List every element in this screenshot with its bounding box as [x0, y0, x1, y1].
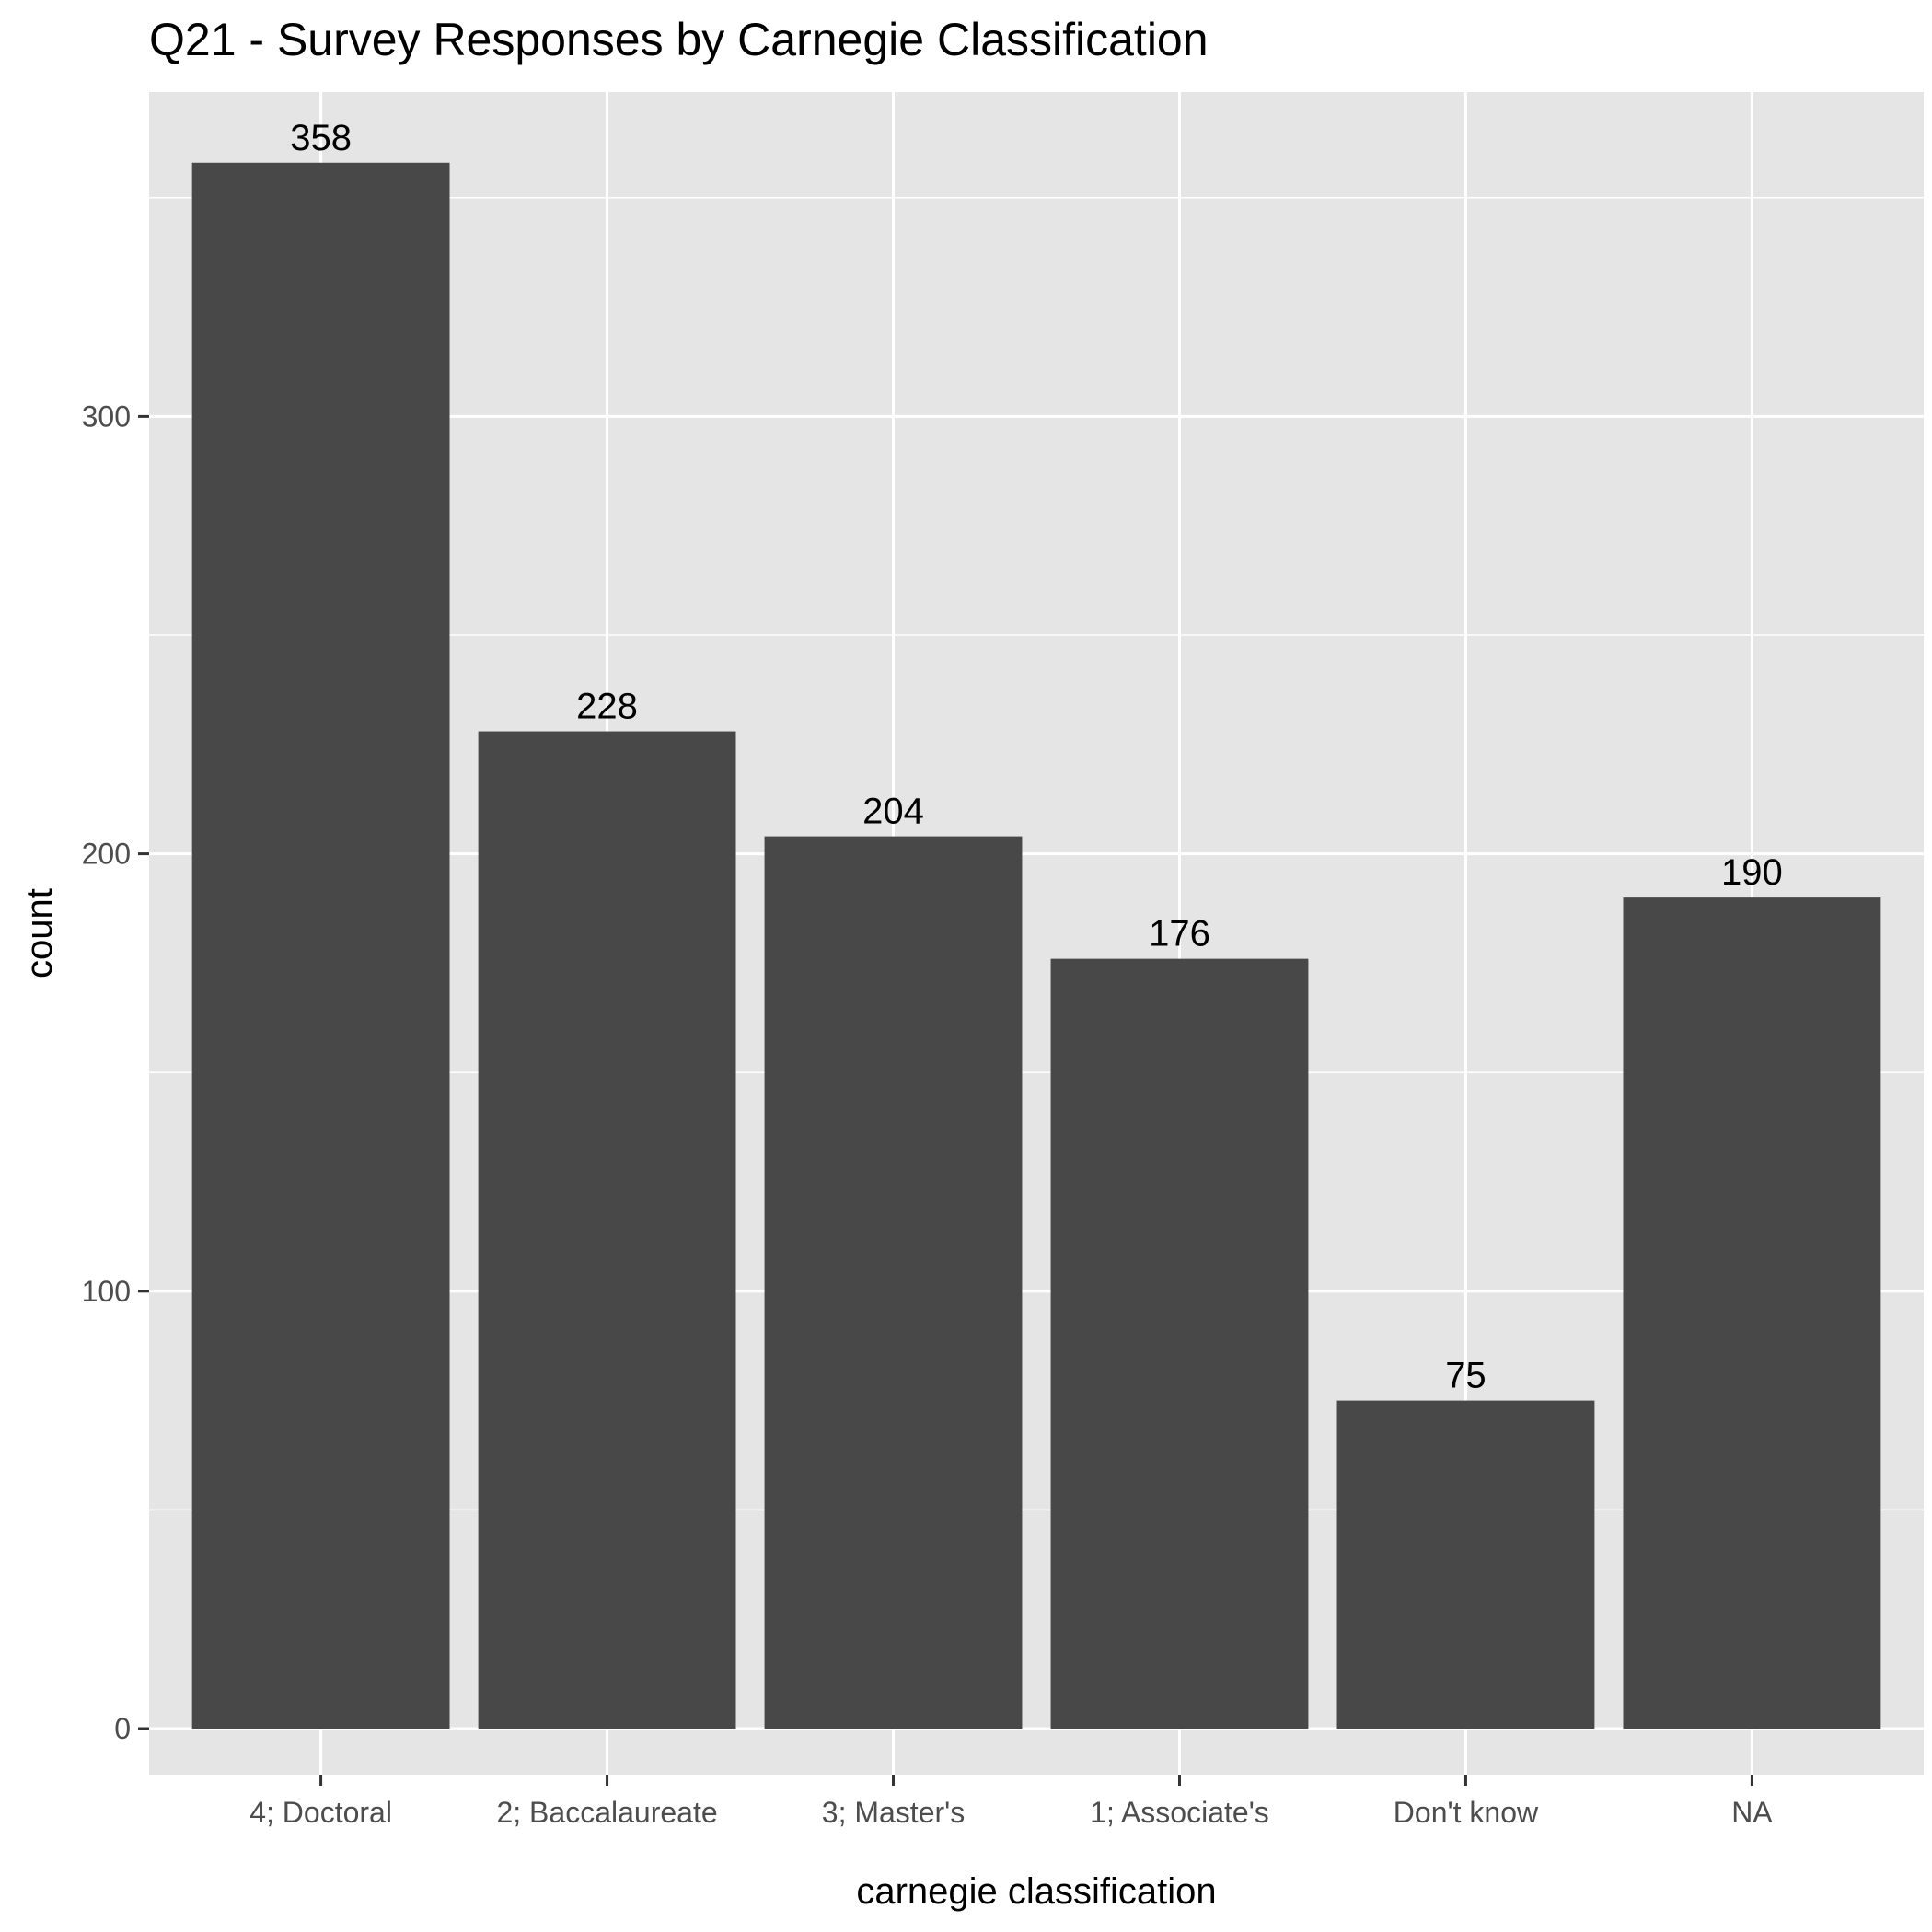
- y-tick-label: 0: [114, 1712, 131, 1745]
- x-axis: 4; Doctoral 2; Baccalaureate 3; Master's 1;…: [249, 1775, 1773, 1829]
- y-tick-label: 100: [82, 1275, 131, 1308]
- x-tick-label: 3; Master's: [822, 1796, 965, 1829]
- data-label: 228: [576, 687, 638, 727]
- bar: [1623, 897, 1881, 1729]
- x-axis-title: carnegie classification: [856, 1871, 1216, 1912]
- y-tick-label: 300: [82, 399, 131, 433]
- chart-title: Q21 - Survey Responses by Carnegie Class…: [149, 14, 1209, 65]
- data-label: 204: [862, 792, 924, 832]
- data-label: 190: [1721, 852, 1783, 893]
- data-label: 75: [1445, 1356, 1487, 1396]
- bar: [478, 731, 736, 1730]
- x-tick-label: NA: [1731, 1796, 1773, 1829]
- x-tick-label: 1; Associate's: [1090, 1796, 1269, 1829]
- bar: [764, 836, 1023, 1729]
- bar: [1050, 958, 1309, 1729]
- x-tick-label: 2; Baccalaureate: [496, 1796, 717, 1829]
- x-tick-label: 4; Doctoral: [249, 1796, 392, 1829]
- data-label: 176: [1149, 914, 1210, 954]
- x-tick-label: Don't know: [1394, 1796, 1539, 1829]
- data-labels: 358 228 204 176 75 190: [290, 118, 1783, 1396]
- bar: [191, 162, 450, 1730]
- bar: [1336, 1400, 1595, 1729]
- data-label: 358: [290, 118, 352, 158]
- y-axis-title: count: [19, 888, 60, 978]
- y-axis: 0 100 200 300: [82, 399, 149, 1745]
- bars: [191, 162, 1881, 1730]
- y-tick-label: 200: [82, 838, 131, 871]
